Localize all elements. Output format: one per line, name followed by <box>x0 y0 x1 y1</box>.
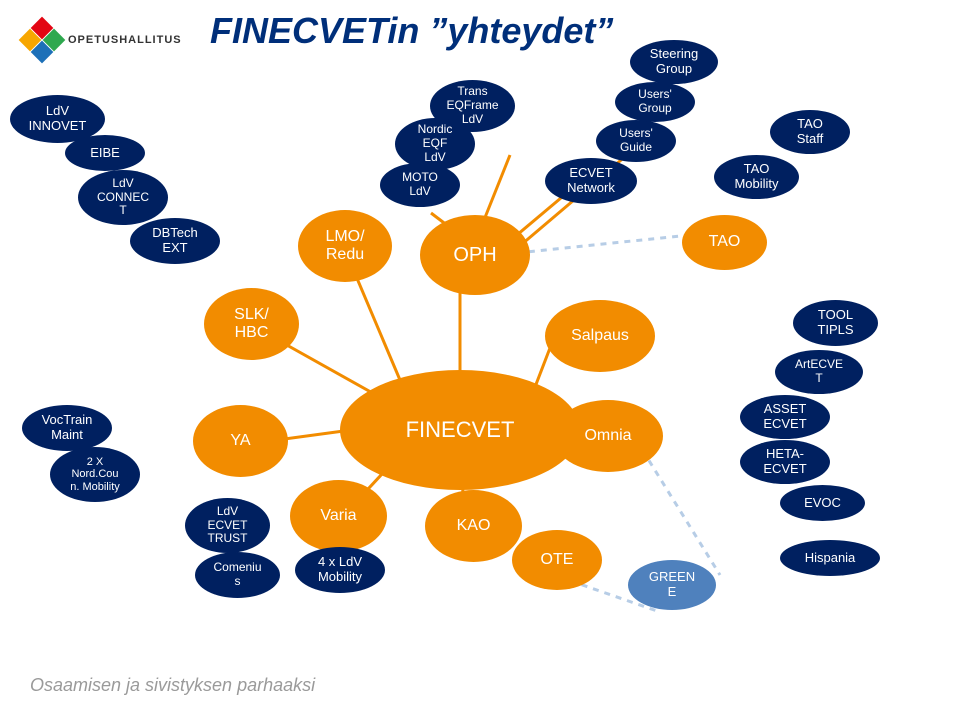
diagram-node: TAO Mobility <box>714 155 799 199</box>
diagram-node: TAO Staff <box>770 110 850 154</box>
diagram-node: HETA- ECVET <box>740 440 830 484</box>
diagram-node: Omnia <box>553 400 663 472</box>
diagram-node: TAO <box>682 215 767 270</box>
diagram-node: 2 X Nord.Cou n. Mobility <box>50 447 140 502</box>
diagram-node: EIBE <box>65 135 145 171</box>
diagram-node: LdV ECVET TRUST <box>185 498 270 553</box>
diagram-node: VocTrain Maint <box>22 405 112 451</box>
logo-block: OPETUSHALLITUS <box>24 22 182 58</box>
logo-diamond <box>24 22 60 58</box>
logo-label: OPETUSHALLITUS <box>68 34 182 46</box>
diagram-node: KAO <box>425 490 522 562</box>
diagram-node: LdV CONNEC T <box>78 170 168 225</box>
footer-tagline: Osaamisen ja sivistyksen parhaaksi <box>30 675 315 696</box>
diagram-node: OTE <box>512 530 602 590</box>
diagram-node: Comeniu s <box>195 552 280 598</box>
diagram-node: MOTO LdV <box>380 163 460 207</box>
diagram-node: DBTech EXT <box>130 218 220 264</box>
diagram-node: EVOC <box>780 485 865 521</box>
diagram-node: GREEN E <box>628 560 716 610</box>
diagram-node: ECVET Network <box>545 158 637 204</box>
diagram-node: TOOL TIPLS <box>793 300 878 346</box>
diagram-node: FINECVET <box>340 370 580 490</box>
diagram-node: LMO/ Redu <box>298 210 392 282</box>
diagram-node: Varia <box>290 480 387 552</box>
diagram-node: Nordic EQF LdV <box>395 118 475 170</box>
diagram-node: SLK/ HBC <box>204 288 299 360</box>
diagram-node: Salpaus <box>545 300 655 372</box>
diagram-node: OPH <box>420 215 530 295</box>
diagram-node: Steering Group <box>630 40 718 84</box>
diagram-node: 4 x LdV Mobility <box>295 547 385 593</box>
page-title: FINECVETin ”yhteydet” <box>210 10 613 52</box>
diagram-node: YA <box>193 405 288 477</box>
diagram-node: Users' Group <box>615 82 695 122</box>
diagram-node: Users' Guide <box>596 120 676 162</box>
diagram-node: ArtECVE T <box>775 350 863 394</box>
diagram-node: Hispania <box>780 540 880 576</box>
diagram-node: ASSET ECVET <box>740 395 830 439</box>
